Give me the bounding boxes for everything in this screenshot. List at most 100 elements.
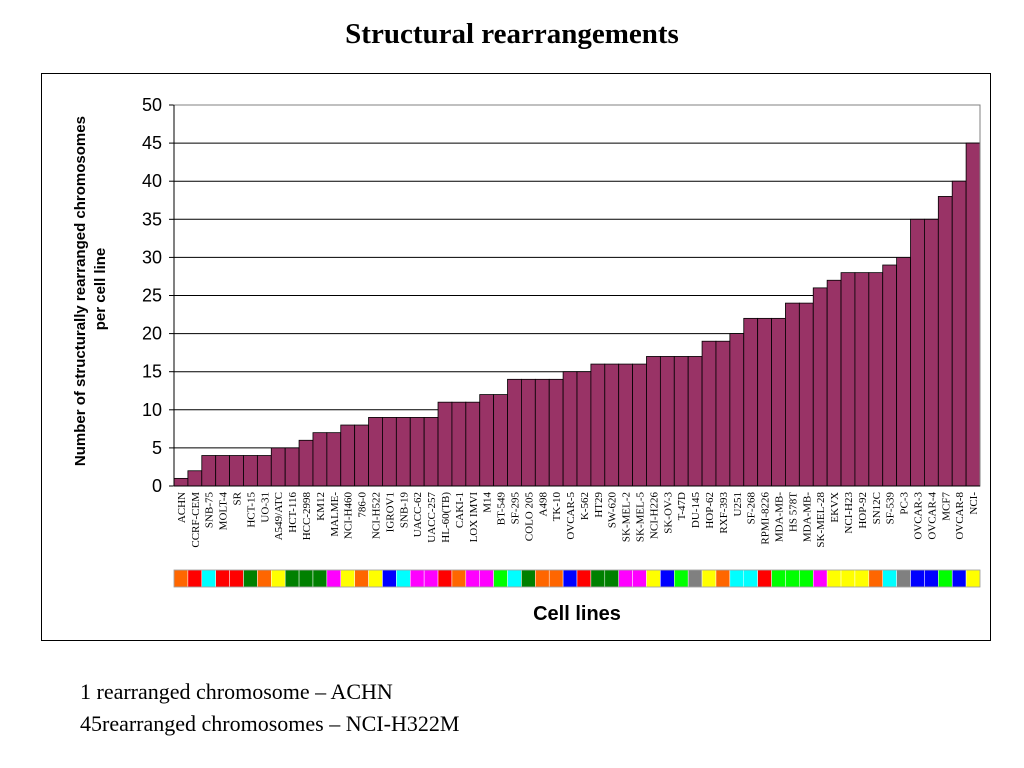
bar — [507, 378, 522, 487]
y-tick-label: 10 — [142, 400, 162, 420]
x-category-label: NCI-H460 — [343, 492, 355, 540]
tissue-color-cell — [423, 569, 439, 588]
caption-line-2: 45rearranged chromosomes – NCI-H322M — [80, 711, 460, 736]
bar — [493, 394, 508, 487]
bar — [284, 447, 300, 487]
y-tick-label: 5 — [152, 438, 162, 458]
x-axis-title: Cell lines — [533, 603, 621, 625]
tissue-color-cell — [298, 569, 314, 588]
tissue-color-cell — [632, 569, 647, 588]
x-category-label: OVCAR-4 — [926, 492, 938, 540]
tissue-color-cell — [951, 569, 967, 588]
tissue-color-cell — [646, 569, 661, 588]
bar — [576, 371, 592, 487]
bar — [590, 363, 606, 487]
bar — [798, 302, 814, 487]
x-category-label: M14 — [482, 492, 494, 513]
tissue-color-cell — [618, 569, 633, 588]
bar — [729, 333, 745, 487]
x-category-label: DU-145 — [690, 492, 702, 529]
bar — [409, 417, 425, 487]
bar — [423, 417, 439, 487]
y-axis-title: Number of structurally rearranged chromo… — [72, 112, 109, 466]
x-category-label: KM12 — [315, 492, 327, 521]
bars — [173, 142, 981, 487]
bar — [395, 417, 411, 487]
tissue-color-cell — [576, 569, 592, 588]
bar — [743, 317, 759, 487]
tissue-color-cell — [451, 569, 467, 588]
bar — [534, 378, 550, 487]
bar — [687, 356, 703, 487]
tissue-color-cell — [521, 569, 536, 588]
bar — [896, 256, 911, 487]
tissue-color-cell — [409, 569, 425, 588]
bar — [659, 356, 675, 487]
tissue-color-strip — [173, 569, 981, 588]
bar — [965, 142, 981, 487]
x-category-label: LOX IMVI — [468, 492, 480, 543]
y-tick-label: 25 — [142, 286, 162, 306]
tissue-color-cell — [243, 569, 258, 588]
x-category-labels: ACHN CCRF-CEM SNB-75 MOLT-4 SR HCT-15 UO-31 A54… — [176, 491, 980, 547]
y-tick-label: 20 — [142, 324, 162, 344]
x-category-label: A498 — [537, 492, 549, 517]
x-category-label: NCI-H226 — [648, 492, 660, 540]
bar — [437, 401, 453, 487]
tissue-color-cell — [479, 569, 494, 588]
tissue-color-cell — [799, 569, 814, 588]
bar — [910, 218, 925, 487]
tissue-color-cell — [674, 569, 689, 588]
bar — [562, 371, 578, 487]
y-axis-title-line-1: Number of structurally rearranged chromo… — [72, 116, 89, 466]
x-category-label: IGROV1 — [384, 492, 396, 532]
bar — [882, 264, 898, 487]
x-category-label: U251 — [732, 492, 744, 516]
x-category-label: BT-549 — [496, 492, 508, 526]
tissue-color-cell — [785, 569, 800, 588]
x-category-label: A549/ATC — [273, 492, 285, 540]
bar — [243, 455, 258, 487]
tissue-color-cell — [896, 569, 911, 588]
bar — [673, 356, 689, 487]
tissue-color-cell — [396, 569, 411, 588]
x-category-label: SK-MEL-28 — [815, 492, 827, 548]
bar — [298, 439, 314, 487]
x-category-label: HL-60(TB) — [440, 492, 452, 543]
tissue-color-cell — [382, 569, 397, 588]
x-category-label: HOP-62 — [704, 492, 716, 529]
bar — [826, 279, 842, 487]
bar — [479, 394, 495, 487]
bar — [368, 417, 383, 487]
tissue-color-cell — [687, 569, 703, 588]
bar — [812, 287, 828, 487]
x-category-label: T-47D — [676, 492, 688, 520]
x-category-label: SF-295 — [509, 492, 521, 525]
tissue-color-cell — [507, 569, 522, 588]
tissue-color-cell — [354, 569, 369, 588]
x-category-label: NCI-H23 — [843, 492, 855, 534]
x-category-label: RXF-393 — [718, 492, 730, 534]
x-category-label: HS 578T — [787, 492, 799, 532]
x-category-label: CAKI-1 — [454, 492, 466, 528]
tissue-color-cell — [257, 569, 272, 588]
bar — [340, 424, 356, 487]
slide-title: Structural rearrangements — [345, 18, 679, 50]
x-category-label: OVCAR-3 — [912, 492, 924, 540]
x-category-label: HCT-15 — [245, 492, 257, 528]
x-category-label: OVCAR-8 — [954, 492, 966, 540]
x-category-label: PC-3 — [899, 492, 911, 515]
bar — [840, 272, 856, 487]
x-category-label: MOLT-4 — [218, 492, 230, 531]
x-category-label: SW-620 — [607, 492, 619, 529]
bar — [270, 447, 286, 487]
axes — [173, 104, 981, 487]
tissue-color-cell — [201, 569, 216, 588]
x-category-label: TK-10 — [551, 492, 563, 522]
tissue-color-cell — [187, 569, 203, 588]
x-category-label: SK-MEL-5 — [635, 492, 647, 543]
x-category-label: 786-0 — [357, 492, 369, 518]
caption-line-1: 1 rearranged chromosome – ACHN — [80, 679, 393, 704]
x-category-label: CCRF-CEM — [190, 492, 202, 548]
